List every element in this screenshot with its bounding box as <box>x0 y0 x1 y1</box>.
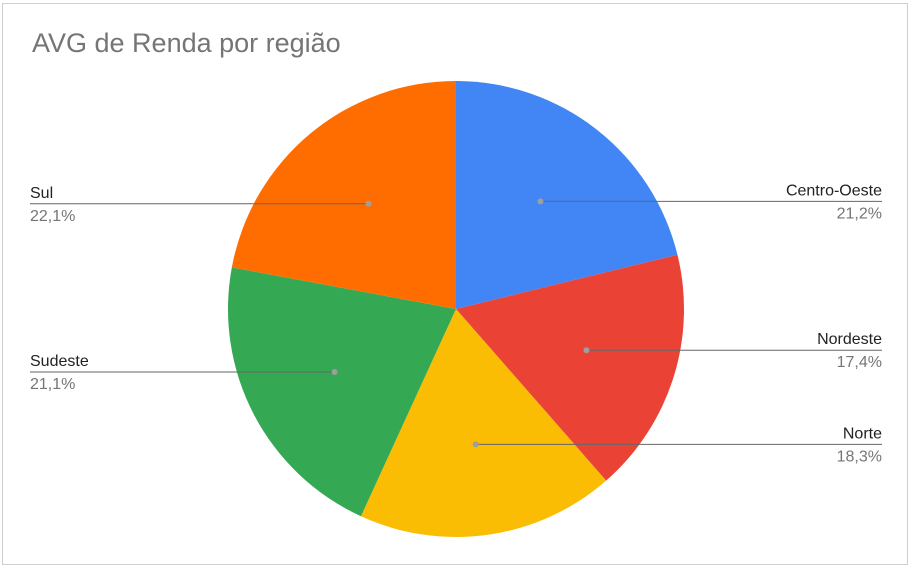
leader-dot-norte <box>472 441 479 448</box>
chart-title: AVG de Renda por região <box>32 28 341 58</box>
leader-dot-sudeste <box>331 369 338 376</box>
slice-label-sul: Sul <box>30 185 53 202</box>
pie-slice-sudeste[interactable] <box>228 267 456 517</box>
pie-slices <box>228 81 684 537</box>
slice-percent-centro-oeste: 21,2% <box>837 205 882 222</box>
slice-labels: Centro-Oeste 21,2% Nordeste 17,4% Norte 18,3%… <box>30 182 882 465</box>
slice-label-nordeste: Nordeste <box>817 331 882 348</box>
slice-percent-norte: 18,3% <box>837 448 882 465</box>
slice-label-norte: Norte <box>843 425 882 442</box>
leader-lines <box>30 198 882 448</box>
slice-percent-sul: 22,1% <box>30 208 75 225</box>
slice-label-centro-oeste: Centro-Oeste <box>786 182 882 199</box>
slice-percent-nordeste: 17,4% <box>837 354 882 371</box>
slice-label-sudeste: Sudeste <box>30 353 89 370</box>
pie-slice-centro-oeste[interactable] <box>456 81 678 309</box>
pie-slice-norte[interactable] <box>360 309 607 537</box>
leader-dot-sul <box>365 200 372 207</box>
slice-percent-sudeste: 21,1% <box>30 376 75 393</box>
pie-slice-sul[interactable] <box>231 81 456 309</box>
leader-dot-nordeste <box>583 347 590 354</box>
leader-dot-centro-oeste <box>537 198 544 205</box>
pie-slice-nordeste[interactable] <box>456 254 684 481</box>
